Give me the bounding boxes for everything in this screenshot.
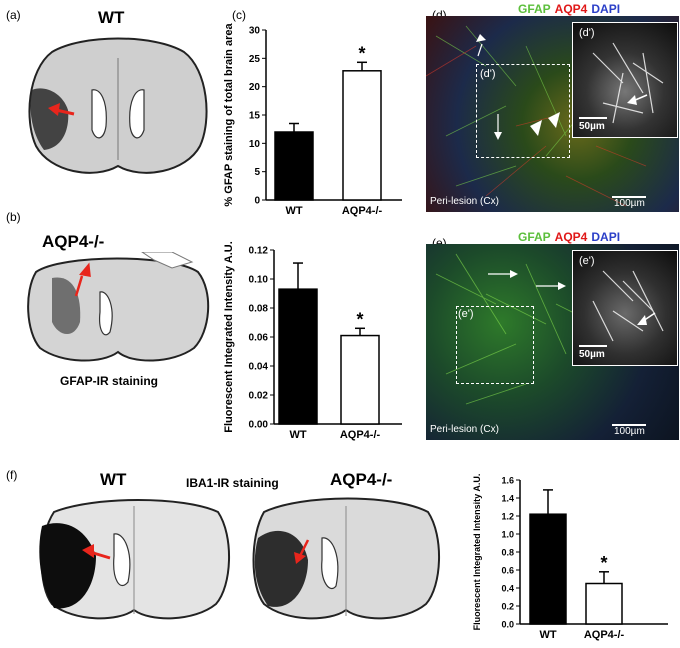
bar <box>342 70 382 201</box>
dapi-channel-label: DAPI <box>591 2 621 16</box>
y-tick-label: 0.8 <box>501 548 514 558</box>
bar <box>585 582 623 625</box>
y-axis-title: % GFAP staining of total brain area <box>223 23 235 207</box>
inset-d-prime: (d') 50µm <box>572 22 678 138</box>
panel-b-caption: GFAP-IR staining <box>60 374 159 388</box>
category-label: AQP4-/- <box>340 429 381 441</box>
chart-iba1-intensity: 0.0 0.2 0.4 0.6 0.8 1.0 1.2 1.4 1.6 Fluorescent I… <box>472 474 668 641</box>
y-tick-label: 5 <box>254 167 260 178</box>
region-label-e: Peri-lesion (Cx) <box>430 424 499 435</box>
panel-f-letter: (f) <box>6 468 18 482</box>
category-label: WT <box>539 629 556 641</box>
inset-texture-d <box>592 42 664 124</box>
panel-a-letter: (a) <box>6 8 21 22</box>
brain-section-f-ko <box>252 497 441 620</box>
y-tick-label: 0.06 <box>249 333 269 344</box>
zoom-box-label-e: (e') <box>458 308 474 320</box>
inset-scalebar-d <box>579 117 607 119</box>
y-tick-label: 0 <box>254 196 260 207</box>
inset-label-e: (e') <box>579 255 595 267</box>
panel-a-label: WT <box>98 8 125 27</box>
brain-section-f-wt <box>39 499 231 620</box>
y-tick-label: 0.02 <box>249 391 269 402</box>
aqp4-channel-label: AQP4 <box>554 230 588 244</box>
panel-f-label-ko: AQP4-/- <box>330 470 393 489</box>
y-tick-label: 0.0 <box>501 620 514 630</box>
title-dash: - <box>587 2 592 16</box>
y-tick-label: 0.12 <box>249 246 269 257</box>
inset-e-prime: (e') 50µm <box>572 250 678 366</box>
y-tick-label: 1.0 <box>501 530 514 540</box>
scale-text-e: 100µm <box>614 426 645 437</box>
category-label: WT <box>285 205 302 217</box>
scale-text-d: 100µm <box>614 198 645 209</box>
scalebar-e <box>612 424 646 426</box>
bar <box>274 131 314 201</box>
y-tick-label: 1.6 <box>501 476 514 486</box>
bar <box>278 288 318 425</box>
micrograph-e: (e') (e') 50µm Peri-lesion (Cx) 100µm <box>426 244 679 440</box>
y-tick-label: 20 <box>249 82 261 93</box>
panel-d-title: GFAP-AQP4-DAPI <box>518 2 620 16</box>
y-tick-label: 10 <box>249 139 261 150</box>
panel-c-letter: (c) <box>232 8 246 22</box>
y-tick-label: 30 <box>249 26 261 37</box>
chart-gfap-intensity: 0.00 0.02 0.04 0.06 0.08 0.10 0.12 Fluorescent … <box>223 241 402 441</box>
y-tick-label: 0.4 <box>501 584 514 594</box>
y-tick-label: 0.10 <box>249 275 269 286</box>
bar <box>340 334 380 425</box>
brain-section-a <box>28 37 208 174</box>
brain-section-b <box>27 252 210 362</box>
significance-marker: * <box>356 309 363 329</box>
panel-f-caption: IBA1-IR staining <box>186 476 279 490</box>
panel-e-title: GFAP-AQP4-DAPI <box>518 230 620 244</box>
y-axis-title: Fluorescent Integrated Intensity A.U. <box>472 474 482 631</box>
zoom-box-e <box>456 306 534 384</box>
gfap-channel-label: GFAP <box>518 230 551 244</box>
y-tick-label: 1.2 <box>501 512 514 522</box>
category-label: WT <box>289 429 306 441</box>
gfap-channel-label: GFAP <box>518 2 551 16</box>
category-label: AQP4-/- <box>584 629 625 641</box>
chart-gfap-area: 0 5 10 15 20 25 30 % GFAP staining of total bra… <box>223 23 402 217</box>
y-axis-title: Fluorescent Integrated Intensity A.U. <box>223 241 235 433</box>
inset-texture-e <box>592 270 664 342</box>
panel-f-label-wt: WT <box>100 470 127 489</box>
inset-scalebar-e <box>579 345 607 347</box>
zoom-box-label-d: (d') <box>480 68 496 80</box>
category-label: AQP4-/- <box>342 205 383 217</box>
aqp4-channel-label: AQP4 <box>554 2 588 16</box>
inset-scale-text-d: 50µm <box>579 121 605 132</box>
y-tick-label: 1.4 <box>501 494 514 504</box>
y-tick-label: 0.08 <box>249 304 269 315</box>
y-tick-label: 0.2 <box>501 602 514 612</box>
title-dash: - <box>550 2 555 16</box>
fiber-texture-e <box>435 253 617 405</box>
title-dash: - <box>550 230 555 244</box>
fiber-texture-d <box>426 25 647 207</box>
inset-scale-text-e: 50µm <box>579 349 605 360</box>
y-tick-label: 15 <box>249 111 261 122</box>
inset-label-d: (d') <box>579 27 595 39</box>
bar <box>529 513 567 625</box>
y-tick-label: 0.6 <box>501 566 514 576</box>
dapi-channel-label: DAPI <box>591 230 621 244</box>
significance-marker: * <box>358 43 365 63</box>
panel-b-letter: (b) <box>6 210 21 224</box>
micrograph-d: (d') (d') 50µm Peri-lesion (Cx) 100µm <box>426 16 679 212</box>
zoom-box-d <box>476 64 570 158</box>
significance-marker: * <box>600 553 607 573</box>
y-tick-label: 0.00 <box>249 420 269 431</box>
y-tick-label: 0.04 <box>249 362 269 373</box>
region-label-d: Peri-lesion (Cx) <box>430 196 499 207</box>
title-dash: - <box>587 230 592 244</box>
scalebar-d <box>612 196 646 198</box>
panel-b-label: AQP4-/- <box>42 232 105 251</box>
y-tick-label: 25 <box>249 54 261 65</box>
